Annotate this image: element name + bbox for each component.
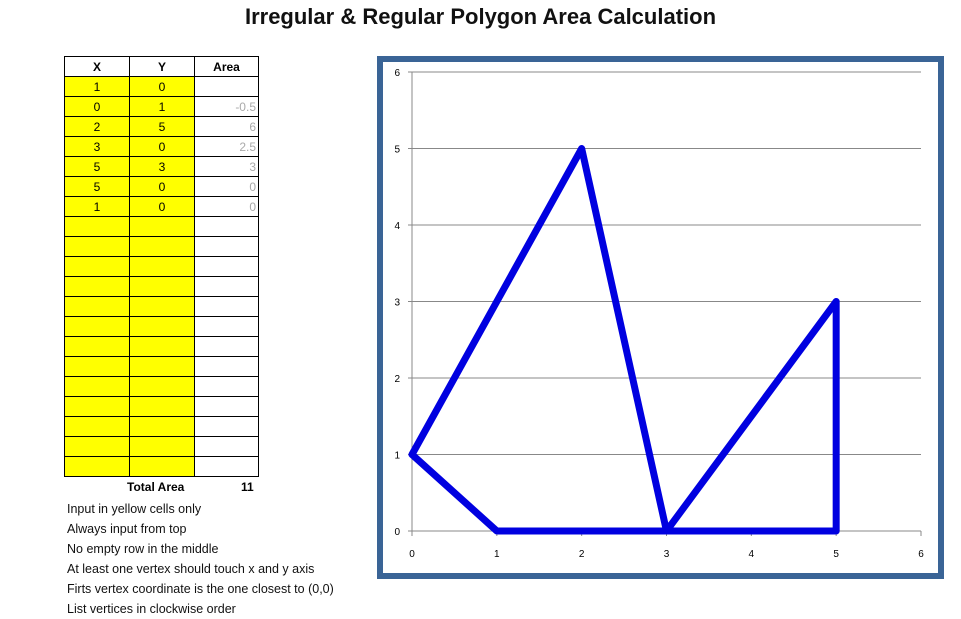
area-cell: 6 (194, 116, 259, 137)
y-cell[interactable] (129, 316, 195, 337)
svg-text:6: 6 (394, 68, 400, 79)
polygon-line (408, 145, 840, 535)
y-cell[interactable]: 0 (129, 76, 195, 97)
table-row (64, 256, 259, 277)
x-cell[interactable] (64, 256, 130, 277)
table-row (64, 276, 259, 297)
area-cell (194, 256, 259, 277)
svg-text:3: 3 (394, 298, 400, 309)
instruction-line: List vertices in clockwise order (67, 602, 236, 616)
svg-text:4: 4 (749, 549, 755, 560)
area-cell: 0 (194, 176, 259, 197)
instructions: Input in yellow cells only Always input f… (67, 499, 334, 619)
table-row: 3 0 2.5 (64, 136, 259, 157)
area-cell (194, 416, 259, 437)
x-cell[interactable] (64, 316, 130, 337)
area-cell (194, 356, 259, 377)
y-cell[interactable] (129, 456, 195, 477)
total-area-label: Total Area (127, 480, 185, 494)
y-cell[interactable]: 0 (129, 136, 195, 157)
y-cell[interactable]: 1 (129, 96, 195, 117)
table-row (64, 316, 259, 337)
svg-text:4: 4 (394, 221, 400, 232)
table-row (64, 456, 259, 477)
svg-text:5: 5 (833, 549, 839, 560)
x-cell[interactable] (64, 376, 130, 397)
instruction-line: Input in yellow cells only (67, 502, 202, 516)
column-header: Area (194, 56, 259, 77)
total-area-value: 11 (241, 480, 254, 494)
x-cell[interactable] (64, 396, 130, 417)
svg-text:0: 0 (394, 527, 400, 538)
polygon-chart[interactable] (377, 56, 944, 579)
x-cell[interactable] (64, 456, 130, 477)
x-cell[interactable]: 1 (64, 196, 130, 217)
svg-text:1: 1 (394, 451, 400, 462)
y-cell[interactable] (129, 356, 195, 377)
table-row: 0 1 -0.5 (64, 96, 259, 117)
x-cell[interactable] (64, 436, 130, 457)
instruction-line: Firts vertex coordinate is the one close… (67, 582, 334, 596)
x-cell[interactable]: 2 (64, 116, 130, 137)
area-cell (194, 456, 259, 477)
area-cell (194, 336, 259, 357)
area-cell: 3 (194, 156, 259, 177)
svg-text:1: 1 (494, 549, 500, 560)
table-row (64, 296, 259, 317)
area-cell: -0.5 (194, 96, 259, 117)
area-cell (194, 436, 259, 457)
page-title: Irregular & Regular Polygon Area Calcula… (244, 4, 717, 29)
y-cell[interactable]: 3 (129, 156, 195, 177)
area-cell (194, 276, 259, 297)
svg-text:5: 5 (394, 145, 400, 156)
instruction-line: Always input from top (67, 522, 187, 536)
area-cell: 0 (194, 196, 259, 217)
y-cell[interactable]: 5 (129, 116, 195, 137)
svg-text:0: 0 (409, 549, 415, 560)
table-row (64, 356, 259, 377)
x-cell[interactable] (64, 296, 130, 317)
svg-text:3: 3 (664, 549, 670, 560)
area-cell (194, 76, 259, 97)
x-cell[interactable]: 3 (64, 136, 130, 157)
table-row (64, 436, 259, 457)
table-row (64, 416, 259, 437)
svg-text:6: 6 (918, 549, 924, 560)
instruction-line: No empty row in the middle (67, 542, 219, 556)
svg-text:2: 2 (579, 549, 585, 560)
x-cell[interactable] (64, 236, 130, 257)
vertex-table: X Y Area 1 0 0 1 -0.5 2 5 6 3 0 2.5 5 3 3 5 0 0 1 0 0 (64, 56, 259, 477)
instruction-line: At least one vertex should touch x and y… (67, 562, 315, 576)
area-cell (194, 296, 259, 317)
area-cell (194, 316, 259, 337)
svg-text:2: 2 (394, 374, 400, 385)
